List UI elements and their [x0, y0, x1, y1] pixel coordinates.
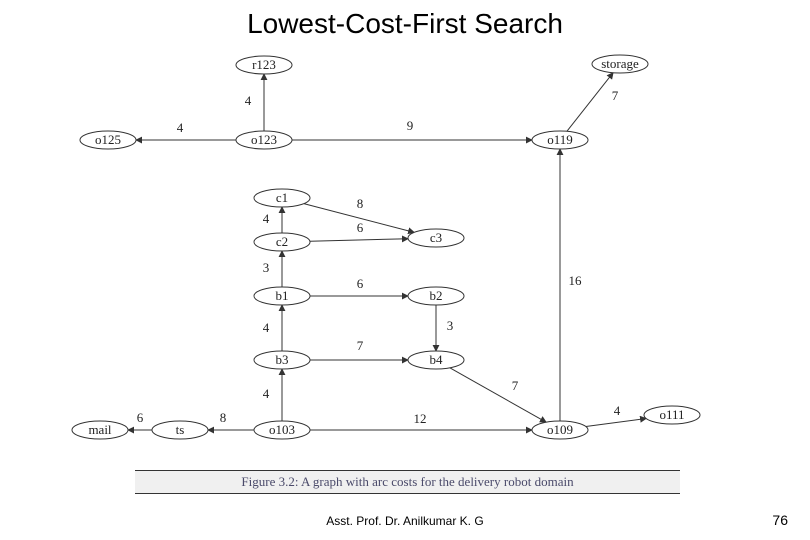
- edge-weight: 12: [414, 411, 427, 426]
- node-label: r123: [252, 57, 276, 72]
- node-label: b2: [430, 288, 443, 303]
- graph-svg: r123 storage o125 o123 o119 c1 c2 c3 b1 b2 b3 b4 mai…: [60, 50, 740, 470]
- node-label: c1: [276, 190, 288, 205]
- edge-weight: 7: [357, 338, 364, 353]
- node-label: o111: [659, 407, 684, 422]
- node-label: o103: [269, 422, 295, 437]
- edge-weight: 9: [407, 118, 414, 133]
- node-label: c3: [430, 230, 442, 245]
- edge-weight: 3: [447, 318, 454, 333]
- graph-diagram: r123 storage o125 o123 o119 c1 c2 c3 b1 b2 b3 b4 mai…: [60, 50, 740, 470]
- edge-weight: 4: [614, 403, 621, 418]
- edge-weight: 4: [177, 120, 184, 135]
- node-label: o125: [95, 132, 121, 147]
- footer-author: Asst. Prof. Dr. Anilkumar K. G: [0, 514, 810, 528]
- edge: [450, 368, 546, 422]
- node-label: b1: [276, 288, 289, 303]
- node-label: storage: [601, 56, 639, 71]
- page-number: 76: [772, 512, 788, 528]
- edge-weight: 7: [612, 88, 619, 103]
- edge-weight: 4: [263, 320, 270, 335]
- edge-weight: 3: [263, 260, 270, 275]
- edge-weight: 4: [245, 93, 252, 108]
- edge-weight: 8: [357, 196, 364, 211]
- page-title: Lowest-Cost-First Search: [0, 8, 810, 40]
- edge-weight: 4: [263, 386, 270, 401]
- edge-weight: 7: [512, 378, 519, 393]
- edge-weight: 8: [220, 410, 227, 425]
- node-label: mail: [88, 422, 111, 437]
- node-label: c2: [276, 234, 288, 249]
- edge-weight: 6: [357, 276, 364, 291]
- edge-weight: 6: [137, 410, 144, 425]
- edge: [567, 73, 613, 132]
- node-label: ts: [176, 422, 185, 437]
- edge-weight: 16: [569, 273, 583, 288]
- figure-caption: Figure 3.2: A graph with arc costs for t…: [135, 470, 680, 494]
- node-label: o123: [251, 132, 277, 147]
- edge: [586, 418, 646, 426]
- node-label: b4: [430, 352, 444, 367]
- node-label: o109: [547, 422, 573, 437]
- edge: [310, 239, 408, 242]
- edge-weight: 6: [357, 220, 364, 235]
- edge-weight: 4: [263, 211, 270, 226]
- node-label: b3: [276, 352, 289, 367]
- node-label: o119: [547, 132, 573, 147]
